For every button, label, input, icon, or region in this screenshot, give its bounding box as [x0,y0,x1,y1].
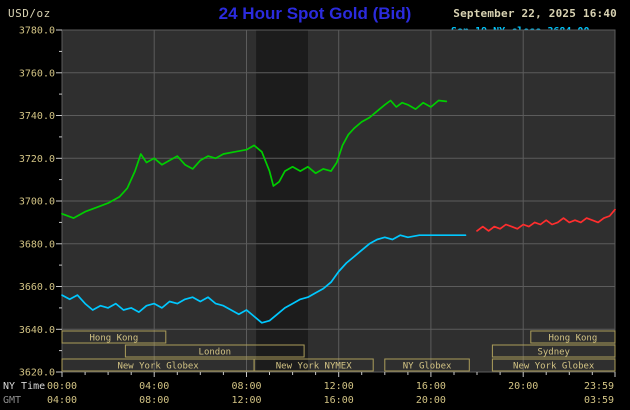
session-label: London [199,348,232,358]
y-tick-label: 3620.0 [19,368,55,379]
y-tick-label: 3760.0 [19,68,55,79]
y-tick-label: 3680.0 [19,239,55,250]
session-label: New York Globex [513,362,595,372]
session-box [491,344,616,358]
x-tick-gmt: 04:00 [47,395,77,406]
unit-label: USD/oz [8,7,51,20]
series-sep21 [476,208,616,232]
x-tick-ny: 04:00 [139,381,169,392]
series-sep22 [61,99,448,219]
x-tick-gmt: 12:00 [231,395,261,406]
session-box [491,358,616,372]
session-label: Hong Kong [90,334,139,344]
x-tick-ny: 16:00 [416,381,446,392]
y-tick-label: 3780.0 [19,26,55,37]
x-tick-ny: 08:00 [231,381,261,392]
y-tick-label: 3660.0 [19,282,55,293]
x-tick-ny: 00:00 [47,381,77,392]
session-label: New York NYMEX [276,362,352,372]
session-label: Hong Kong [549,334,598,344]
session-label: NY Globex [403,362,452,372]
session-box [124,344,305,358]
session-box [384,358,470,372]
y-tick-label: 3700.0 [19,197,55,208]
date-label: September 22, 2025 16:40 [453,7,617,20]
session-label: Sydney [537,348,570,358]
ny-time-row-label: NY Time [3,381,45,392]
x-tick-gmt: 16:00 [324,395,354,406]
chart-title: 24 Hour Spot Gold (Bid) [218,4,412,23]
x-tick-ny: 12:00 [324,381,354,392]
session-box [530,330,616,344]
x-tick-ny: 23:59 [584,381,614,392]
session-box [61,330,167,344]
y-tick-label: 3740.0 [19,111,55,122]
x-tick-gmt: 08:00 [139,395,169,406]
x-tick-ny: 20:00 [508,381,538,392]
series-sep19 [61,234,467,324]
x-tick-gmt: 20:00 [416,395,446,406]
y-tick-label: 3640.0 [19,325,55,336]
x-tick-gmt: 03:59 [584,395,614,406]
session-label: New York Globex [117,362,199,372]
gmt-row-label: GMT [3,395,21,406]
y-tick-label: 3720.0 [19,154,55,165]
session-box [253,358,374,372]
